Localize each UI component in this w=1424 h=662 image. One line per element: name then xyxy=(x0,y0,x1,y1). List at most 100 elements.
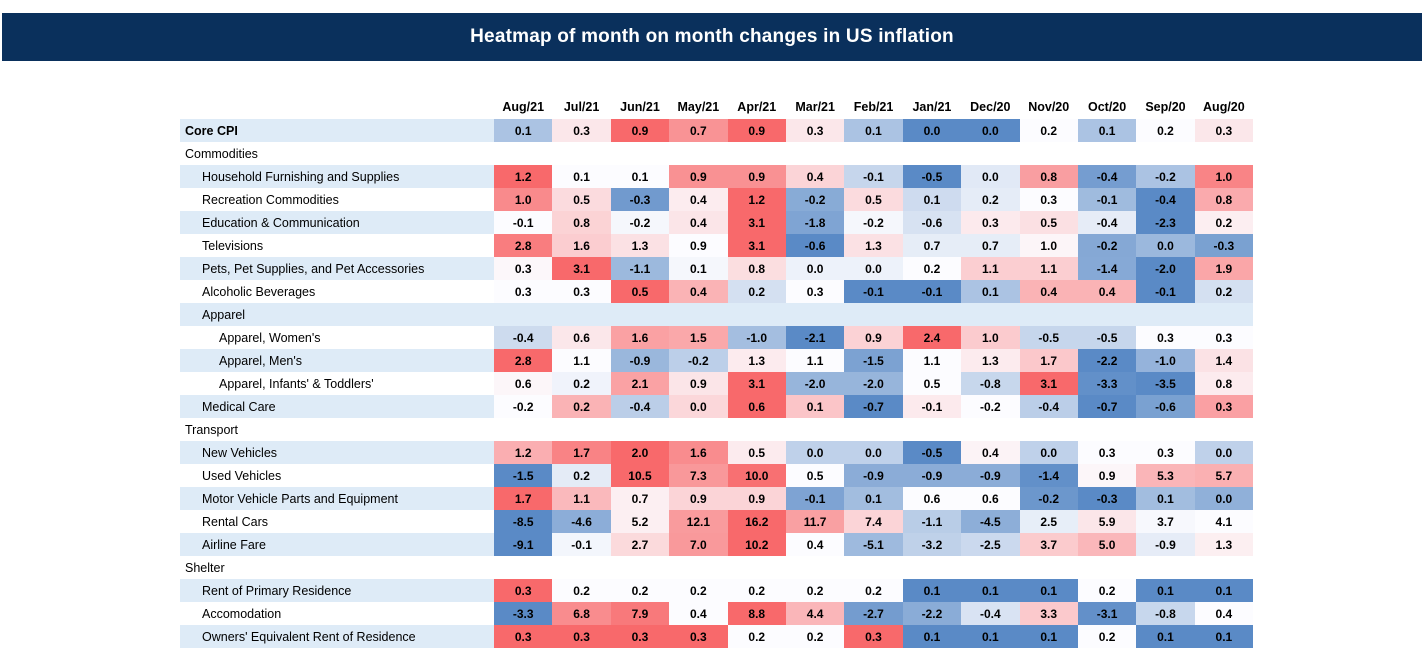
heatmap-cell: 0.0 xyxy=(961,165,1020,188)
heatmap-cell: 2.5 xyxy=(1019,510,1078,533)
table-row: New Vehicles 1.2 1.7 2.0 1.6 0.5 0.0 0.0 -0.5 0.4… xyxy=(180,441,1254,464)
heatmap-cell: -4.5 xyxy=(961,510,1020,533)
heatmap-cell: -0.9 xyxy=(610,349,670,372)
heatmap-cell: -0.4 xyxy=(961,602,1020,625)
heatmap-cell: -8.5 xyxy=(493,510,553,533)
table-row: Apparel, Women's -0.4 0.6 1.6 1.5 -1.0 -2.1 0.9… xyxy=(180,326,1254,349)
heatmap-cell: 5.0 xyxy=(1077,533,1137,556)
heatmap-cell: 0.4 xyxy=(669,188,728,211)
heatmap-cell: -0.4 xyxy=(1077,211,1137,234)
heatmap-cell: -0.1 xyxy=(1136,280,1195,303)
heatmap-cell: 1.0 xyxy=(493,188,553,211)
heatmap-cell: 1.3 xyxy=(1194,533,1254,556)
heatmap-cell: -3.1 xyxy=(1077,602,1137,625)
heatmap-cell: 1.7 xyxy=(552,441,611,464)
heatmap-cell: 1.6 xyxy=(552,234,611,257)
heatmap-cell: 0.9 xyxy=(610,119,670,142)
heatmap-cell: -0.2 xyxy=(493,395,553,418)
heatmap-cell: -1.0 xyxy=(1136,349,1195,372)
heatmap-cell: 0.0 xyxy=(1194,487,1254,510)
heatmap-cell: 0.9 xyxy=(1077,464,1137,487)
heatmap-cell: 0.1 xyxy=(610,165,670,188)
heatmap-cell: -2.3 xyxy=(1136,211,1195,234)
heatmap-cell: 0.0 xyxy=(785,441,845,464)
heatmap-cell: 0.1 xyxy=(844,119,903,142)
heatmap-cell: 1.3 xyxy=(844,234,903,257)
heatmap-cell: -0.1 xyxy=(552,533,611,556)
heatmap-cell: 0.4 xyxy=(669,211,728,234)
heatmap-cell: 0.9 xyxy=(727,165,786,188)
heatmap-cell: 1.1 xyxy=(1019,257,1078,280)
heatmap-cell: -2.0 xyxy=(844,372,903,395)
row-label: Education & Communication xyxy=(202,215,360,230)
heatmap-cell: 3.3 xyxy=(1019,602,1078,625)
heatmap-cell: 0.0 xyxy=(961,119,1020,142)
column-header: Apr/21 xyxy=(737,100,777,114)
heatmap-cell: 0.1 xyxy=(669,257,728,280)
heatmap-cell: 7.3 xyxy=(669,464,728,487)
heatmap-cell: 0.2 xyxy=(1019,119,1078,142)
row-label: Household Furnishing and Supplies xyxy=(202,169,400,184)
heatmap-cell: 8.8 xyxy=(727,602,786,625)
heatmap-cell: 0.1 xyxy=(1136,625,1195,648)
heatmap-cell: 1.9 xyxy=(1194,257,1254,280)
table-row: Medical Care -0.2 0.2 -0.4 0.0 0.6 0.1 -0.7 -0.1… xyxy=(180,395,1254,418)
heatmap-cell: 0.3 xyxy=(961,211,1020,234)
heatmap-cell: 0.4 xyxy=(1194,602,1254,625)
heatmap-cell: -0.8 xyxy=(1136,602,1195,625)
heatmap-cell: 0.1 xyxy=(552,165,611,188)
heatmap-cell: 5.2 xyxy=(610,510,670,533)
heatmap-cell: 0.7 xyxy=(902,234,962,257)
row-label: Rent of Primary Residence xyxy=(202,583,352,598)
heatmap-cell: -0.2 xyxy=(1077,234,1137,257)
heatmap-cell: -0.4 xyxy=(1019,395,1078,418)
table-row: Household Furnishing and Supplies 1.2 0.1 0… xyxy=(180,165,1254,188)
section-row: Apparel xyxy=(180,303,1253,326)
table-row: Education & Communication -0.1 0.8 -0.2 0.4 3… xyxy=(180,211,1254,234)
heatmap-cell: 0.5 xyxy=(844,188,903,211)
table-row: Accomodation -3.3 6.8 7.9 0.4 8.8 4.4 -2.7 -2.2-… xyxy=(180,602,1254,625)
heatmap-cell: 0.3 xyxy=(610,625,670,648)
heatmap-cell: 0.6 xyxy=(902,487,962,510)
heatmap-cell: 1.0 xyxy=(961,326,1020,349)
heatmap-cell: -1.8 xyxy=(785,211,845,234)
heatmap-cell: 0.0 xyxy=(1194,441,1254,464)
heatmap-cell: 0.8 xyxy=(1194,372,1254,395)
heatmap-cell: -9.1 xyxy=(493,533,553,556)
heatmap-cell: -0.9 xyxy=(1136,533,1195,556)
heatmap-cell: -2.5 xyxy=(961,533,1020,556)
heatmap-cell: -0.1 xyxy=(902,395,962,418)
heatmap-cell: 0.1 xyxy=(902,188,962,211)
heatmap-cell: 0.9 xyxy=(669,165,728,188)
heatmap-cell: 0.9 xyxy=(669,234,728,257)
heatmap-cell: 2.8 xyxy=(493,234,553,257)
heatmap-cell: 0.5 xyxy=(1019,211,1078,234)
heatmap-cell: -5.1 xyxy=(844,533,903,556)
heatmap-cell: 0.4 xyxy=(961,441,1020,464)
heatmap-cell: -0.2 xyxy=(669,349,728,372)
heatmap-cell: -0.1 xyxy=(1077,188,1137,211)
row-label: Shelter xyxy=(185,560,225,575)
heatmap-cell: 0.2 xyxy=(1077,579,1137,602)
heatmap-cell: 0.6 xyxy=(727,395,786,418)
heatmap-cell: 0.5 xyxy=(552,188,611,211)
heatmap-cell: 2.8 xyxy=(493,349,553,372)
row-label: New Vehicles xyxy=(202,445,278,460)
heatmap-cell: 0.0 xyxy=(1019,441,1078,464)
heatmap-cell: 0.8 xyxy=(1019,165,1078,188)
heatmap-cell: 0.9 xyxy=(727,119,786,142)
heatmap-cell: 0.8 xyxy=(727,257,786,280)
heatmap-cell: -1.5 xyxy=(493,464,553,487)
heatmap-cell: 0.1 xyxy=(1019,625,1078,648)
heatmap-cell: 0.2 xyxy=(1194,280,1254,303)
heatmap-cell: -0.7 xyxy=(1077,395,1137,418)
table-row: Airline Fare -9.1 -0.1 2.7 7.0 10.2 0.4 -5.1 -3.… xyxy=(180,533,1254,556)
heatmap-cell: 5.3 xyxy=(1136,464,1195,487)
heatmap-cell: 0.2 xyxy=(1136,119,1195,142)
heatmap-cell: 0.3 xyxy=(493,280,553,303)
heatmap-cell: 0.2 xyxy=(669,579,728,602)
heatmap-cell: -0.9 xyxy=(902,464,962,487)
heatmap-cell: -0.1 xyxy=(493,211,553,234)
heatmap-cell: 0.9 xyxy=(669,372,728,395)
heatmap-cell: 0.2 xyxy=(785,625,845,648)
